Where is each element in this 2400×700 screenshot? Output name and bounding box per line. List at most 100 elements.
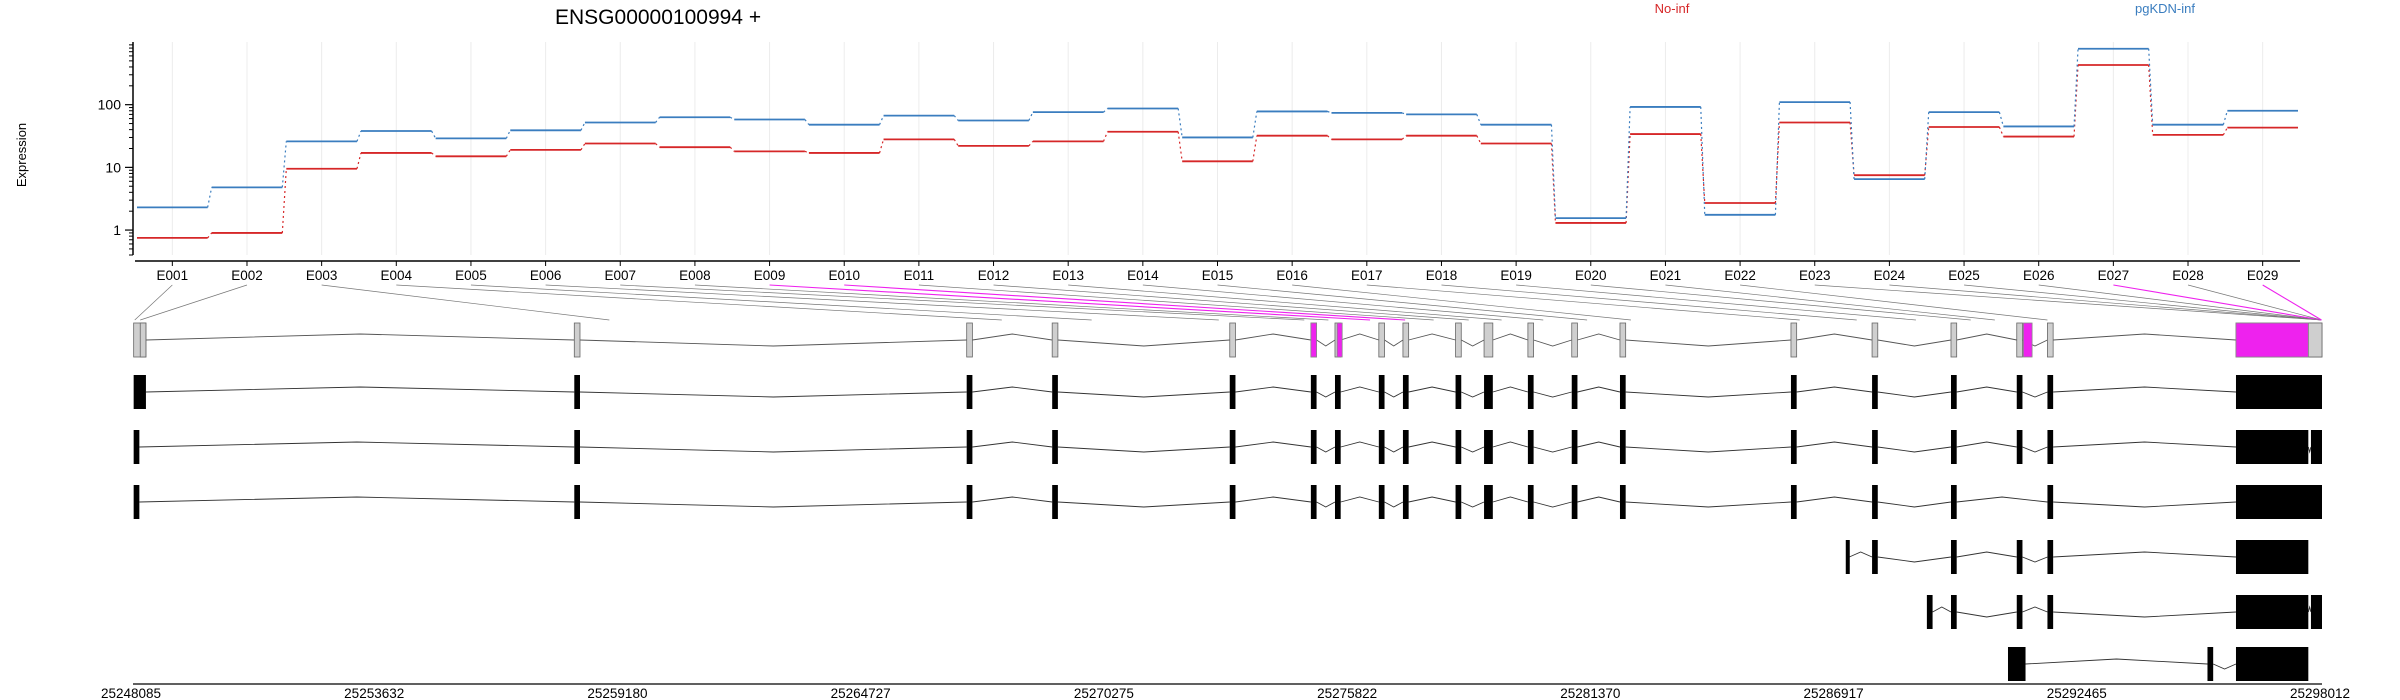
exon-model-block	[1950, 322, 1958, 358]
connector-E007	[620, 284, 1305, 321]
exon-model-block	[2307, 322, 2323, 358]
transcript-exon	[1950, 485, 1957, 519]
series-pgKDN-inf-step	[804, 119, 810, 126]
series-No-inf-step	[1924, 126, 1930, 176]
transcript-exon	[1872, 485, 1878, 519]
series-No-inf-step	[2148, 64, 2154, 135]
transcript-exon	[1378, 430, 1385, 464]
transcript-intron-line	[145, 386, 2237, 398]
transcript-exon	[1571, 485, 1578, 519]
exon-model-block	[139, 322, 147, 358]
x-tick-label-E012: E012	[978, 268, 1010, 283]
connector-E006	[545, 284, 1219, 321]
genome-tick-label: 25281370	[1560, 686, 1620, 700]
series-pgKDN-inf-step	[1924, 112, 1930, 180]
transcript-exon	[2047, 375, 2054, 409]
exon-model-highlight-block	[1310, 322, 1317, 358]
series-No-inf-step	[431, 152, 437, 157]
exon-model-block	[1455, 322, 1462, 358]
exon-model-block	[2047, 322, 2054, 358]
x-tick-label-E006: E006	[530, 268, 562, 283]
series-No-inf-step	[356, 152, 362, 169]
x-axis: E001 E002 E003 E004 E005 E006 E007 E008 E009 E010…	[135, 260, 2300, 283]
transcript-exon	[1455, 375, 1462, 409]
transcript-exon	[1790, 375, 1797, 409]
series-No-inf-step	[953, 139, 959, 147]
series-pgKDN-inf-step	[1774, 102, 1781, 215]
y-tick-label: 10	[105, 159, 121, 175]
x-tick-label-E010: E010	[828, 268, 860, 283]
transcript-exon	[1229, 430, 1236, 464]
connector-E009	[769, 284, 1371, 321]
series-No-inf-step	[1327, 135, 1332, 140]
transcript-exon	[1310, 430, 1317, 464]
series-No-inf-step	[1774, 122, 1781, 204]
series-pgKDN-inf-step	[1401, 112, 1407, 115]
series-No-inf-step	[2222, 127, 2228, 136]
transcript-exon	[133, 430, 140, 464]
transcript-exon	[1052, 430, 1058, 464]
exon-model-track	[133, 322, 2323, 358]
genome-tick-label: 25248085	[101, 686, 161, 700]
transcript-exon	[2047, 595, 2054, 629]
connector-E027	[2113, 284, 2322, 321]
series-No-inf-step	[1401, 135, 1407, 140]
series-pgKDN-inf-step	[953, 115, 959, 121]
transcript-exon	[1790, 485, 1797, 519]
series-No-inf-step	[878, 139, 885, 154]
series-pgKDN-inf-step	[2073, 48, 2079, 127]
series-No-inf-step	[1476, 135, 1482, 144]
transcript-2	[133, 430, 2322, 464]
transcript-exon	[966, 430, 973, 464]
transcript-exon	[1484, 485, 1493, 519]
x-tick-label-E002: E002	[231, 268, 263, 283]
x-tick-label-E018: E018	[1426, 268, 1458, 283]
transcript-exon	[1402, 430, 1409, 464]
x-tick-label-E015: E015	[1202, 268, 1234, 283]
grid-lines	[171, 42, 2264, 255]
transcript-exon	[2047, 540, 2054, 574]
series-pgKDN-inf-step	[1028, 111, 1034, 121]
transcript-exon	[1950, 540, 1957, 574]
transcript-exon	[1484, 375, 1493, 409]
exon-model-block	[1571, 322, 1578, 358]
transcript-exon	[1950, 375, 1957, 409]
transcript-exon	[2310, 430, 2322, 464]
x-tick-label-E021: E021	[1650, 268, 1682, 283]
genome-tick-label: 25253632	[344, 686, 404, 700]
legend-pgkdn-inf: pgKDN-inf	[2135, 1, 2195, 16]
transcript-intron-line	[139, 441, 2312, 454]
transcript-exon	[1571, 375, 1578, 409]
transcript-exon	[966, 375, 973, 409]
transcript-exon	[1950, 595, 1957, 629]
series-pgKDN-inf-step	[1849, 102, 1855, 180]
transcript-exon	[2016, 540, 2023, 574]
y-tick-label: 100	[98, 97, 122, 113]
series-pgKDN-inf	[137, 47, 2298, 220]
transcript-exon	[2235, 485, 2322, 519]
connector-E019	[1516, 284, 1916, 321]
connector-E011	[918, 284, 1434, 321]
transcript-exon	[2235, 430, 2309, 464]
connector-E028	[2187, 284, 2322, 321]
transcript-exon	[133, 375, 146, 409]
transcript-exon	[1334, 485, 1341, 519]
exon-model-block	[1378, 322, 1385, 358]
connector-E016	[1292, 284, 1631, 321]
genome-tick-label: 25264727	[831, 686, 891, 700]
connector-E005	[470, 284, 1092, 321]
transcript-exon	[1527, 485, 1534, 519]
series-pgKDN-inf-step	[2148, 48, 2154, 125]
series-pgKDN-inf-step	[281, 141, 287, 188]
series-pgKDN-inf-step	[1550, 124, 1557, 219]
exon-model-block	[1527, 322, 1534, 358]
x-tick-label-E027: E027	[2098, 268, 2130, 283]
series-pgKDN-inf-step	[505, 130, 511, 139]
connector-E013	[1068, 284, 1502, 321]
genome-axis: 25248085 25253632 25259180 25264727 25270275…	[101, 683, 2350, 700]
x-tick-label-E024: E024	[1874, 268, 1906, 283]
transcript-exon	[2235, 540, 2309, 574]
transcript-exon	[2207, 647, 2214, 681]
connector-E020	[1590, 284, 1971, 321]
